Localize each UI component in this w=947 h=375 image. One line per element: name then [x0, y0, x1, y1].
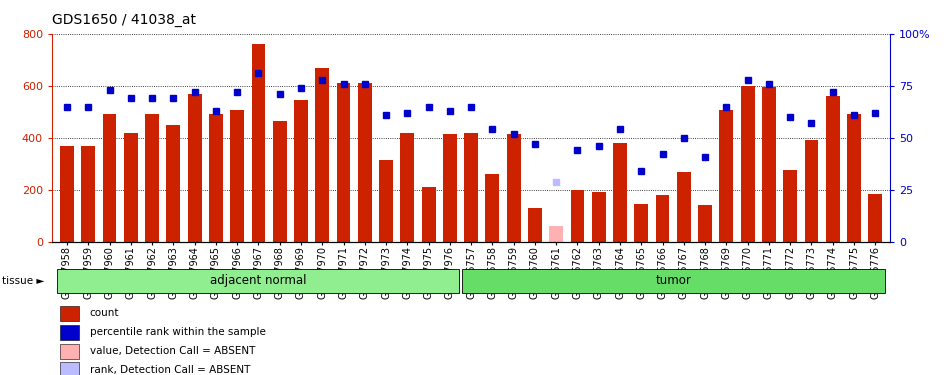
Text: rank, Detection Call = ABSENT: rank, Detection Call = ABSENT: [90, 365, 250, 375]
Bar: [336, 83, 350, 242]
Bar: [61, 325, 79, 340]
Bar: [209, 114, 223, 242]
Text: GDS1650 / 41038_at: GDS1650 / 41038_at: [52, 13, 196, 27]
Bar: [58, 269, 459, 293]
Text: percentile rank within the sample: percentile rank within the sample: [90, 327, 266, 337]
Bar: [783, 170, 797, 242]
Bar: [805, 140, 818, 242]
Bar: [81, 146, 95, 242]
Bar: [720, 111, 733, 242]
Bar: [528, 208, 542, 242]
Text: tissue ►: tissue ►: [2, 276, 45, 286]
Bar: [486, 174, 499, 242]
Bar: [379, 160, 393, 242]
Bar: [461, 269, 884, 293]
Bar: [655, 195, 670, 242]
Bar: [61, 344, 79, 358]
Bar: [464, 133, 478, 242]
Bar: [401, 133, 414, 242]
Bar: [315, 68, 330, 242]
Text: count: count: [90, 309, 119, 318]
Bar: [230, 111, 244, 242]
Bar: [421, 187, 436, 242]
Text: adjacent normal: adjacent normal: [210, 274, 307, 287]
Bar: [549, 226, 563, 242]
Bar: [61, 306, 79, 321]
Bar: [592, 192, 606, 242]
Bar: [762, 87, 776, 242]
Bar: [677, 172, 690, 242]
Bar: [741, 86, 755, 242]
Bar: [60, 146, 74, 242]
Bar: [443, 134, 456, 242]
Bar: [698, 206, 712, 242]
Bar: [295, 100, 308, 242]
Text: value, Detection Call = ABSENT: value, Detection Call = ABSENT: [90, 346, 255, 356]
Bar: [145, 114, 159, 242]
Text: tumor: tumor: [655, 274, 691, 287]
Bar: [571, 190, 584, 242]
Bar: [124, 133, 137, 242]
Bar: [848, 114, 861, 242]
Bar: [826, 96, 840, 242]
Bar: [634, 204, 648, 242]
Bar: [868, 194, 883, 242]
Bar: [273, 121, 287, 242]
Bar: [61, 362, 79, 375]
Bar: [507, 134, 521, 242]
Bar: [102, 114, 116, 242]
Bar: [167, 125, 180, 242]
Bar: [613, 143, 627, 242]
Bar: [252, 44, 265, 242]
Bar: [188, 94, 202, 242]
Bar: [358, 83, 371, 242]
